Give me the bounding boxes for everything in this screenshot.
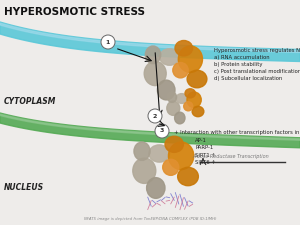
Ellipse shape: [149, 145, 170, 162]
Text: AP-1
PARP-1
SIRT1 ↑
SIRT6 ↑: AP-1 PARP-1 SIRT1 ↑ SIRT6 ↑: [195, 138, 216, 165]
Ellipse shape: [167, 101, 180, 115]
Circle shape: [101, 35, 115, 49]
Ellipse shape: [158, 80, 175, 100]
Text: NUCLEUS: NUCLEUS: [4, 184, 44, 193]
Text: Hyperosmotic stress regulates NFAT5 by
a) RNA accumulation
b) Protein stability
: Hyperosmotic stress regulates NFAT5 by a…: [214, 48, 300, 81]
Ellipse shape: [173, 63, 188, 78]
Ellipse shape: [187, 70, 207, 88]
Ellipse shape: [169, 142, 194, 170]
Text: HYPEROSMOTIC STRESS: HYPEROSMOTIC STRESS: [4, 7, 145, 17]
Ellipse shape: [147, 178, 165, 198]
Ellipse shape: [167, 92, 176, 102]
Ellipse shape: [178, 46, 202, 72]
Ellipse shape: [133, 158, 156, 183]
Circle shape: [148, 109, 162, 123]
Text: 2: 2: [153, 113, 157, 119]
Text: NFAT5 image is depicted from TonEBP/DNA COMPLEX (PDB ID:1IMH): NFAT5 image is depicted from TonEBP/DNA …: [84, 217, 216, 221]
Text: CYTOPLASM: CYTOPLASM: [4, 97, 56, 106]
Text: 3: 3: [160, 128, 164, 133]
Ellipse shape: [145, 46, 161, 64]
Ellipse shape: [184, 102, 193, 111]
Ellipse shape: [144, 61, 166, 86]
Ellipse shape: [163, 159, 179, 175]
Text: Aldose Reductase Transcription: Aldose Reductase Transcription: [192, 154, 269, 159]
Text: 1: 1: [106, 40, 110, 45]
Ellipse shape: [192, 106, 204, 117]
Ellipse shape: [175, 40, 193, 56]
Ellipse shape: [175, 112, 185, 124]
Ellipse shape: [134, 142, 150, 160]
Ellipse shape: [178, 167, 198, 186]
Ellipse shape: [185, 89, 195, 98]
Circle shape: [155, 124, 169, 138]
Ellipse shape: [187, 92, 201, 108]
Ellipse shape: [176, 94, 188, 103]
Text: + Interaction with other transcription factors in nucleus: + Interaction with other transcription f…: [174, 130, 300, 135]
Ellipse shape: [165, 136, 183, 152]
Ellipse shape: [160, 49, 179, 65]
